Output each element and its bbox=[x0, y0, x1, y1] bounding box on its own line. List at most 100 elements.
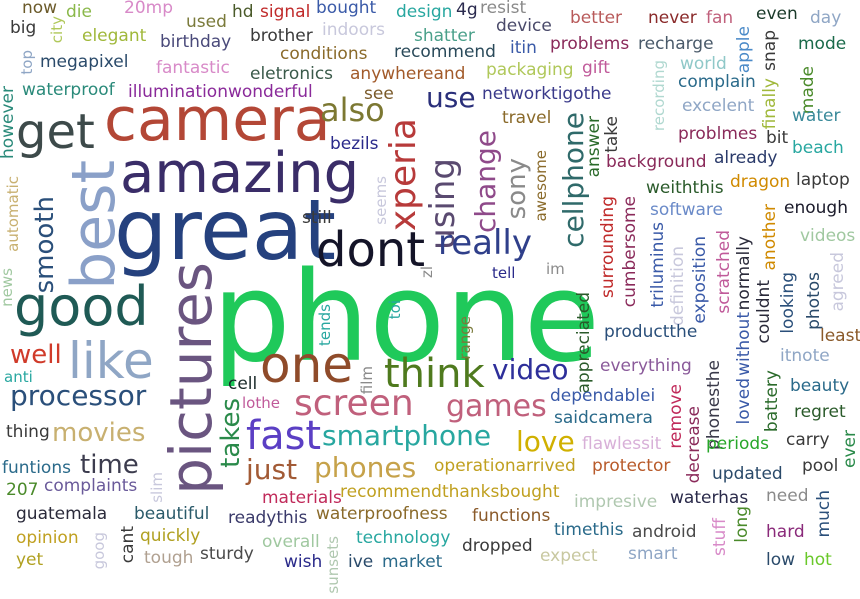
word-now: now bbox=[22, 0, 58, 18]
word-really: really bbox=[438, 223, 532, 263]
word-im: im bbox=[546, 260, 565, 278]
word-beautiful: beautiful bbox=[134, 504, 210, 524]
word-elegant: elegant bbox=[82, 26, 147, 46]
word-least: least bbox=[820, 326, 860, 346]
word-sturdy: sturdy bbox=[200, 544, 254, 564]
word-snap: snap bbox=[760, 30, 780, 71]
word-resist: resist bbox=[480, 0, 527, 18]
word-mode: mode bbox=[798, 34, 847, 54]
word-die: die bbox=[66, 2, 92, 22]
word-change: change bbox=[469, 130, 502, 234]
word-20mp: 20mp bbox=[124, 0, 173, 18]
word-gift: gift bbox=[582, 58, 610, 78]
word-smooth: smooth bbox=[30, 196, 60, 294]
word-signal: signal bbox=[260, 2, 311, 22]
word-smart: smart bbox=[628, 544, 678, 564]
word-tough: tough bbox=[144, 548, 194, 568]
word-background: background bbox=[606, 152, 707, 172]
word-long: long bbox=[732, 506, 752, 543]
word-big: big bbox=[10, 18, 37, 38]
word-well: well bbox=[10, 340, 62, 370]
word-news: news bbox=[0, 268, 16, 307]
word-remove: remove bbox=[666, 384, 686, 449]
word-top: top bbox=[18, 50, 36, 75]
word-hot: hot bbox=[804, 550, 832, 570]
word-timethis: timethis bbox=[554, 520, 624, 540]
word-movies: movies bbox=[52, 418, 146, 448]
word-apple: apple bbox=[734, 26, 754, 74]
word-updated: updated bbox=[712, 464, 783, 484]
word-great: great bbox=[114, 181, 337, 279]
word-normally: normally bbox=[734, 236, 754, 311]
word-also: also bbox=[320, 91, 385, 129]
word-brother: brother bbox=[250, 26, 313, 46]
word-hd: hd bbox=[232, 2, 254, 22]
word-exposition: exposition bbox=[690, 236, 710, 324]
word-market: market bbox=[382, 552, 443, 572]
word-enough: enough bbox=[784, 198, 848, 218]
word-207: 207 bbox=[6, 480, 39, 500]
word-design: design bbox=[396, 2, 453, 22]
word-4g: 4g bbox=[456, 0, 478, 20]
word-protector: protector bbox=[592, 456, 671, 476]
word-tell: tell bbox=[492, 264, 516, 282]
word-yet: yet bbox=[16, 550, 44, 570]
word-functions: functions bbox=[472, 506, 551, 526]
word-recharge: recharge bbox=[638, 34, 714, 54]
word-appreciated: appreciated bbox=[574, 292, 594, 394]
word-even: even bbox=[756, 4, 798, 24]
word-eletronics: eletronics bbox=[250, 64, 334, 84]
word-hard: hard bbox=[766, 522, 805, 542]
word-water: water bbox=[792, 106, 841, 126]
word-used: used bbox=[186, 12, 227, 32]
word-cant: cant bbox=[118, 526, 138, 564]
word-device: device bbox=[496, 16, 552, 36]
word-video: video bbox=[492, 353, 569, 386]
word-megapixel: megapixel bbox=[40, 52, 129, 72]
word-best: best bbox=[59, 160, 129, 290]
word-seems: seems bbox=[372, 176, 390, 225]
word-sony: sony bbox=[502, 158, 532, 220]
word-fan: fan bbox=[706, 8, 734, 28]
word-excelent: excelent bbox=[682, 96, 755, 116]
word-ive: ive bbox=[348, 552, 374, 572]
word-birthday: birthday bbox=[160, 32, 232, 52]
word-beauty: beauty bbox=[790, 376, 850, 396]
word-shatter: shatter bbox=[414, 26, 475, 46]
word-takes: takes bbox=[216, 398, 246, 468]
word-still: still bbox=[302, 208, 332, 228]
word-battery: battery bbox=[762, 370, 782, 433]
word-dont: dont bbox=[316, 222, 426, 278]
word-carry: carry bbox=[786, 430, 830, 450]
word-lothe: lothe bbox=[242, 394, 280, 412]
word-waterhas: waterhas bbox=[670, 488, 749, 508]
word-however: however bbox=[0, 86, 18, 160]
word-recording: recording bbox=[650, 60, 668, 132]
word-amazing: amazing bbox=[120, 141, 360, 206]
word-technology: technology bbox=[356, 528, 451, 548]
word-travel: travel bbox=[502, 108, 552, 128]
word-get: get bbox=[16, 104, 95, 160]
word-definition: definition bbox=[668, 246, 688, 327]
word-toi: toi bbox=[386, 300, 404, 320]
word-quickly: quickly bbox=[140, 526, 201, 546]
word-weiththis: weiththis bbox=[646, 178, 724, 198]
word-packaging: packaging bbox=[486, 60, 574, 80]
word-games: games bbox=[446, 389, 547, 424]
word-wish: wish bbox=[284, 552, 323, 572]
word-xperia: xperia bbox=[383, 118, 424, 232]
word-beach: beach bbox=[792, 138, 844, 158]
word-everything: everything bbox=[600, 356, 692, 376]
word-tends: tends bbox=[316, 304, 334, 346]
word-slim: slim bbox=[148, 472, 166, 503]
word-bought: bought bbox=[316, 0, 377, 18]
word-conditions: conditions bbox=[280, 44, 368, 64]
word-videos: videos bbox=[800, 226, 856, 246]
word-anywhereand: anywhereand bbox=[350, 64, 466, 84]
word-loved: loved bbox=[734, 378, 754, 425]
word-fantastic: fantastic bbox=[156, 58, 230, 78]
word-cumbersome: cumbersome bbox=[620, 196, 640, 308]
word-looking: looking bbox=[778, 272, 798, 334]
word-another: another bbox=[760, 204, 780, 271]
word-without: without bbox=[734, 312, 754, 376]
